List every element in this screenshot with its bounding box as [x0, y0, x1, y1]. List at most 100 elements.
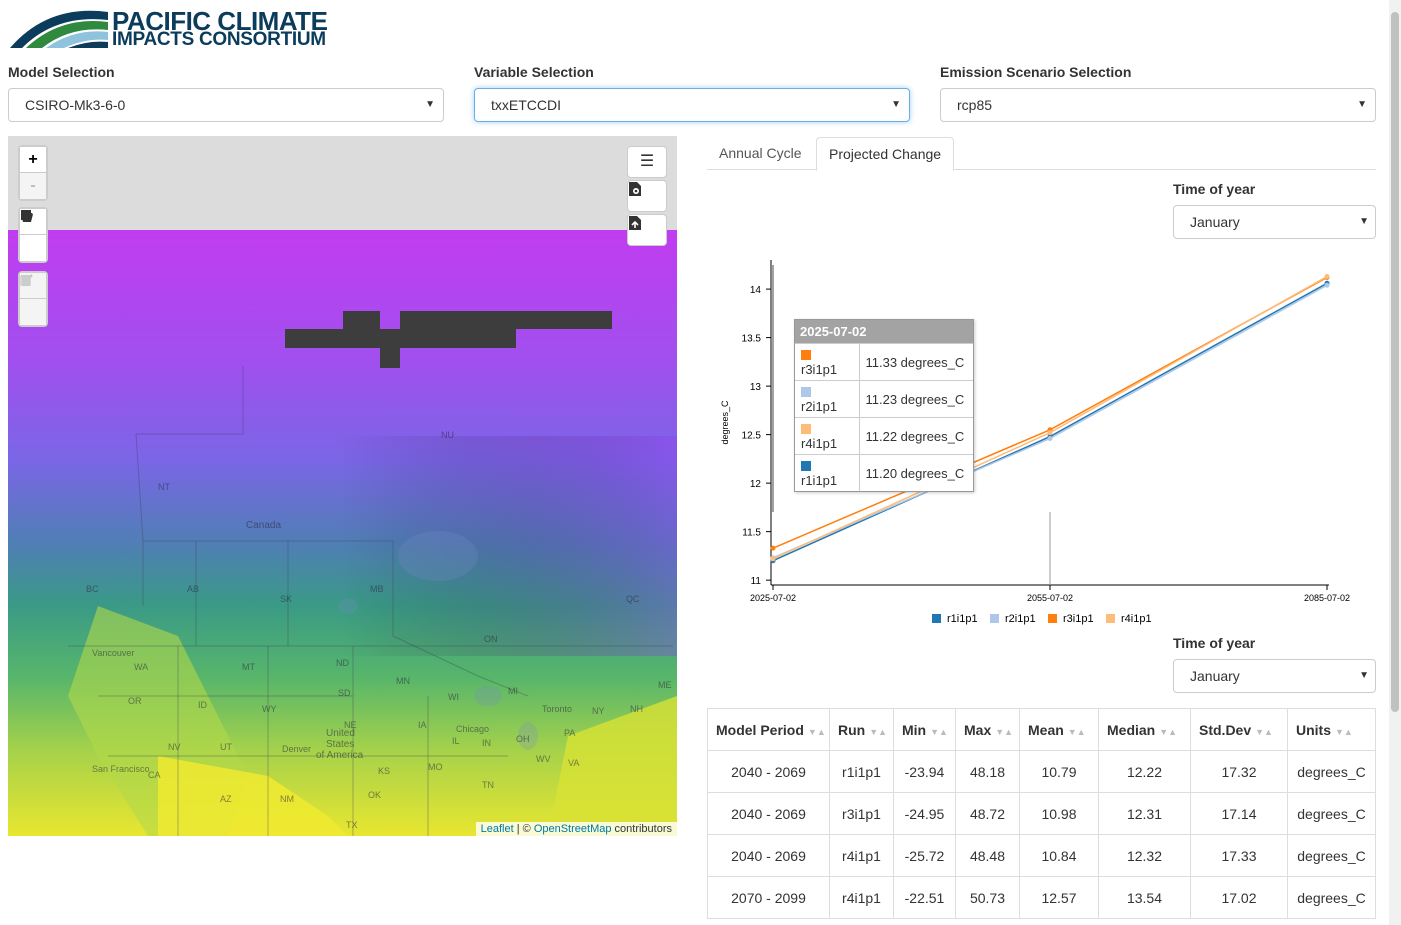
- map-label-denver: Denver: [282, 744, 312, 754]
- col-header-median[interactable]: Median ▼▲: [1098, 708, 1191, 751]
- variable-selection-label: Variable Selection: [474, 64, 594, 80]
- tooltip-row: r3i1p1 11.33 degrees_C: [795, 343, 973, 381]
- col-header-run[interactable]: Run ▼▲: [829, 708, 894, 751]
- page-scrollbar[interactable]: [1389, 0, 1401, 925]
- scrollbar-thumb[interactable]: [1391, 12, 1399, 712]
- cell-min: -24.95: [893, 792, 956, 835]
- swatch-icon: [801, 350, 811, 360]
- tooltip-series-value: 11.33 degrees_C: [859, 343, 973, 381]
- cell-model-period: 2040 - 2069: [707, 834, 830, 877]
- climate-map[interactable]: NU NT Canada BC AB SK MB ON QC Vancouver…: [8, 136, 677, 836]
- map-label-ut: UT: [220, 742, 232, 752]
- map-label-az: AZ: [220, 794, 232, 804]
- tooltip-series-value: 11.20 degrees_C: [859, 454, 973, 491]
- model-select[interactable]: CSIRO-Mk3-6-0 ▼: [8, 88, 444, 122]
- menu-icon: ☰: [639, 153, 655, 170]
- series-point: [1047, 430, 1053, 436]
- series-point: [1324, 273, 1330, 279]
- sort-icon: ▼▲: [1159, 726, 1178, 737]
- cell-stddev: 17.33: [1190, 834, 1288, 877]
- tooltip-date: 2025-07-02: [795, 320, 973, 343]
- cell-stddev: 17.32: [1190, 750, 1288, 793]
- tab-projected-change[interactable]: Projected Change: [816, 137, 955, 171]
- chevron-down-icon: ▼: [891, 99, 901, 110]
- cell-mean: 12.57: [1019, 876, 1099, 919]
- map-attribution: Leaflet | © OpenStreetMap contributors: [475, 822, 677, 836]
- map-label-vancouver: Vancouver: [92, 648, 135, 658]
- chevron-down-icon: ▼: [1359, 216, 1369, 227]
- cell-mean: 10.98: [1019, 792, 1099, 835]
- map-label-id: ID: [198, 700, 207, 710]
- cell-median: 12.22: [1098, 750, 1191, 793]
- col-header-model-period[interactable]: Model Period ▼▲: [707, 708, 830, 751]
- variable-select[interactable]: txxETCCDI ▼: [474, 88, 910, 122]
- file-gear-icon: [629, 182, 641, 196]
- cell-median: 12.31: [1098, 792, 1191, 835]
- legend-swatch: [1048, 614, 1057, 623]
- tooltip-series: r4i1p1: [795, 417, 860, 455]
- scenario-select[interactable]: rcp85 ▼: [940, 88, 1376, 122]
- cell-median: 13.54: [1098, 876, 1191, 919]
- time-of-year-select[interactable]: January ▼: [1173, 205, 1376, 239]
- map-label-chicago: Chicago: [456, 724, 490, 734]
- time-of-year-value: January: [1190, 214, 1240, 230]
- draw-rectangle-button[interactable]: [20, 210, 46, 261]
- sort-icon: ▼▲: [1335, 726, 1353, 737]
- y-tick-label: 12.5: [742, 431, 762, 442]
- upload-polygon-button[interactable]: [627, 214, 667, 246]
- swatch-icon: [801, 387, 811, 397]
- table-row: 2070 - 2099 r4i1p1 -22.51 50.73 12.57 13…: [707, 876, 1376, 919]
- zoom-out-button[interactable]: -: [20, 173, 46, 199]
- tooltip-row: r4i1p1 11.22 degrees_C: [795, 417, 973, 455]
- col-header-min[interactable]: Min ▼▲: [893, 708, 956, 751]
- col-header-mean[interactable]: Mean ▼▲: [1019, 708, 1099, 751]
- cell-run: r4i1p1: [829, 834, 894, 877]
- table-row: 2040 - 2069 r4i1p1 -25.72 48.48 10.84 12…: [707, 834, 1376, 877]
- map-label-wy: WY: [262, 704, 277, 714]
- col-header-stddev[interactable]: Std.Dev ▼▲: [1190, 708, 1288, 751]
- col-header-max[interactable]: Max ▼▲: [955, 708, 1020, 751]
- graph-tabs: Annual Cycle Projected Change: [707, 137, 1376, 171]
- map-label-ok: OK: [368, 790, 382, 800]
- pcic-logo[interactable]: PACIFIC CLIMATE IMPACTS CONSORTIUM: [8, 8, 338, 50]
- map-label-qc: QC: [626, 594, 640, 604]
- map-label-mt: MT: [242, 662, 255, 672]
- col-header-units[interactable]: Units ▼▲: [1287, 708, 1376, 751]
- series-point: [770, 545, 776, 551]
- cell-min: -23.94: [893, 750, 956, 793]
- tab-annual-cycle[interactable]: Annual Cycle: [719, 145, 802, 161]
- layers-menu-button[interactable]: ☰: [627, 146, 667, 178]
- series-point: [1324, 282, 1330, 288]
- legend-label: r2i1p1: [1005, 613, 1036, 625]
- map-label-nh: NH: [630, 704, 643, 714]
- logo-arcs-icon: [10, 10, 108, 48]
- delete-layers-button[interactable]: [20, 275, 46, 325]
- swatch-icon: [801, 461, 811, 471]
- legend-swatch: [1106, 614, 1115, 623]
- map-label-nu: NU: [441, 430, 454, 440]
- map-label-va: VA: [568, 758, 580, 768]
- map-label-nd: ND: [336, 658, 349, 668]
- tooltip-series-name: r4i1p1: [801, 436, 838, 451]
- table-row: 2040 - 2069 r1i1p1 -23.94 48.18 10.79 12…: [707, 750, 1376, 793]
- osm-link[interactable]: OpenStreetMap: [533, 823, 612, 835]
- model-select-value: CSIRO-Mk3-6-0: [25, 97, 126, 113]
- map-label-mi: MI: [508, 686, 518, 696]
- table-header-row: Model Period ▼▲ Run ▼▲ Min ▼▲ Max ▼▲ Mean ▼▲ …: [707, 708, 1376, 751]
- tooltip-series: r1i1p1: [795, 454, 860, 491]
- zoom-in-button[interactable]: +: [20, 147, 46, 173]
- cell-max: 48.48: [955, 834, 1020, 877]
- draw-toolbar: [18, 207, 48, 263]
- leaflet-link[interactable]: Leaflet: [480, 823, 514, 835]
- cell-mean: 10.79: [1019, 750, 1099, 793]
- cell-run: r1i1p1: [829, 750, 894, 793]
- time-of-year-select-2[interactable]: January ▼: [1173, 659, 1376, 693]
- download-map-button[interactable]: [627, 180, 667, 212]
- sort-icon: ▼▲: [1255, 726, 1273, 737]
- scenario-select-value: rcp85: [957, 97, 993, 113]
- zoom-control: + -: [18, 145, 48, 201]
- model-selection-label: Model Selection: [8, 64, 115, 80]
- cell-min: -22.51: [893, 876, 956, 919]
- cell-mean: 10.84: [1019, 834, 1099, 877]
- projected-change-chart[interactable]: 11 11.5 12 12.5 13 13.5 14 2025-07-02 2055-07-02…: [707, 250, 1376, 630]
